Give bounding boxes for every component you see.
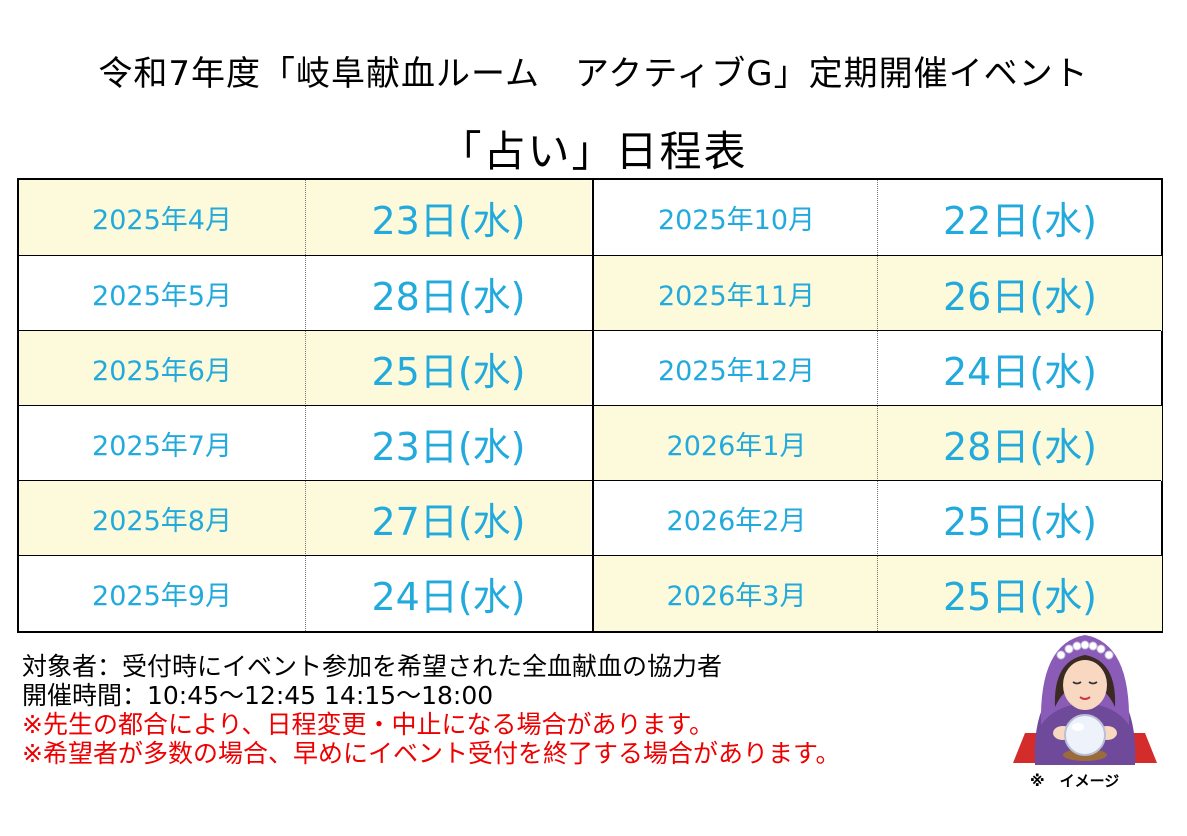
month-label: 2026年3月 — [666, 581, 807, 612]
month-cell: 2025年4月 — [19, 180, 305, 255]
table-row: 2025年5月 28日(水) 2025年11月 26日(水) — [19, 255, 1162, 331]
warning-text: ※希望者が多数の場合、早めにイベント受付を終了する場合があります。 — [22, 739, 841, 768]
day-cell: 24日(水) — [877, 331, 1162, 406]
month-cell: 2025年9月 — [19, 556, 305, 631]
month-label: 2025年12月 — [657, 356, 816, 387]
day-cell: 23日(水) — [305, 406, 591, 481]
day-label: 26日(水) — [942, 275, 1097, 319]
day-cell: 28日(水) — [305, 256, 591, 331]
day-label: 25日(水) — [371, 350, 526, 394]
month-cell: 2025年6月 — [19, 331, 305, 406]
month-cell: 2026年3月 — [592, 556, 879, 631]
table-row: 2025年4月 23日(水) 2025年10月 22日(水) — [19, 180, 1161, 255]
month-cell: 2025年5月 — [19, 256, 305, 331]
day-cell: 26日(水) — [877, 256, 1162, 331]
month-label: 2026年2月 — [666, 506, 807, 537]
day-label: 24日(水) — [942, 350, 1097, 394]
day-label: 28日(水) — [942, 425, 1097, 469]
warning-text: ※先生の都合により、日程変更・中止になる場合があります。 — [22, 710, 714, 739]
table-row: 2025年9月 24日(水) 2026年3月 25日(水) — [19, 555, 1162, 631]
month-cell: 2025年12月 — [592, 331, 879, 406]
day-cell: 25日(水) — [877, 481, 1162, 556]
event-title: 令和7年度「岐阜献血ルーム アクティブG」定期開催イベント — [98, 54, 1089, 94]
month-label: 2025年8月 — [92, 506, 232, 537]
day-label: 24日(水) — [371, 575, 526, 619]
target-text: 対象者：受付時にイベント参加を希望された全血献血の協力者 — [22, 652, 723, 681]
month-cell: 2025年8月 — [19, 481, 305, 556]
table-row: 2025年7月 23日(水) 2026年1月 28日(水) — [19, 405, 1162, 481]
month-label: 2025年11月 — [657, 281, 816, 312]
day-cell: 23日(水) — [305, 180, 591, 255]
month-cell: 2025年10月 — [592, 180, 879, 255]
table-row: 2025年6月 25日(水) 2025年12月 24日(水) — [19, 330, 1161, 406]
month-label: 2025年10月 — [657, 205, 816, 236]
month-label: 2025年6月 — [92, 356, 232, 387]
day-label: 25日(水) — [942, 575, 1097, 619]
schedule-title: 「占い」日程表 — [439, 127, 748, 176]
day-label: 23日(水) — [371, 425, 526, 469]
day-label: 27日(水) — [371, 500, 526, 544]
fortune-teller-icon — [1013, 635, 1157, 765]
day-label: 25日(水) — [942, 500, 1097, 544]
day-cell: 25日(水) — [305, 331, 591, 406]
month-cell: 2025年7月 — [19, 406, 305, 481]
month-cell: 2025年11月 — [592, 256, 879, 331]
day-label: 23日(水) — [371, 199, 526, 243]
day-label: 22日(水) — [942, 199, 1097, 243]
month-label: 2025年4月 — [92, 205, 232, 236]
schedule-table: 2025年4月 23日(水) 2025年10月 22日(水) 2025年5月 2… — [17, 178, 1163, 633]
day-cell: 25日(水) — [877, 556, 1162, 631]
month-label: 2025年5月 — [92, 281, 232, 312]
day-label: 28日(水) — [371, 275, 526, 319]
image-caption: ※ イメージ — [1030, 772, 1120, 790]
day-cell: 28日(水) — [877, 406, 1162, 481]
month-label: 2025年7月 — [92, 431, 232, 462]
day-cell: 27日(水) — [305, 481, 591, 556]
hours-text: 開催時間：10:45～12:45 14:15～18:00 — [22, 681, 494, 710]
month-label: 2026年1月 — [666, 431, 807, 462]
table-row: 2025年8月 27日(水) 2026年2月 25日(水) — [19, 480, 1161, 556]
month-cell: 2026年1月 — [592, 406, 879, 481]
day-cell: 24日(水) — [305, 556, 591, 631]
notes: 対象者：受付時にイベント参加を希望された全血献血の協力者 開催時間：10:45～… — [22, 652, 840, 768]
month-label: 2025年9月 — [92, 581, 232, 612]
day-cell: 22日(水) — [877, 180, 1162, 255]
month-cell: 2026年2月 — [592, 481, 879, 556]
